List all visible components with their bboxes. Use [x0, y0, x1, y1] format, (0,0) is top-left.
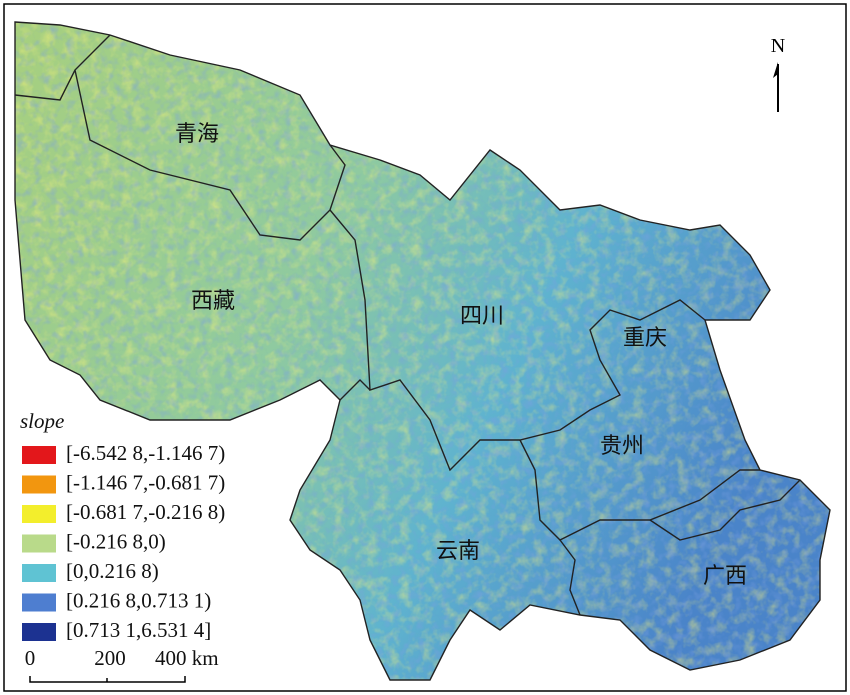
legend-label: [-0.216 8,0) [66, 529, 166, 553]
province-boundaries [14, 34, 801, 616]
region-label: 青海 [175, 121, 219, 146]
legend-swatch [22, 446, 56, 464]
legend-swatch [22, 475, 56, 494]
legend-swatch [22, 623, 56, 641]
legend-label: [-0.681 7,-0.216 8) [66, 500, 225, 524]
legend-label: [0.216 8,0.713 1) [66, 588, 211, 612]
region-label: 贵州 [600, 433, 644, 458]
legend-swatch [22, 564, 56, 582]
legend-swatch [22, 505, 56, 523]
legend-title: slope [20, 409, 64, 433]
legend-label: [0.713 1,6.531 4] [66, 618, 211, 642]
scale-label: 0 [25, 646, 36, 670]
legend-swatch [22, 534, 56, 553]
north-arrow: N [771, 35, 785, 112]
region-label: 重庆 [623, 325, 667, 350]
legend-label: [-1.146 7,-0.681 7) [66, 470, 225, 494]
north-label: N [771, 35, 785, 57]
legend: [-6.542 8,-1.146 7) [-1.146 7,-0.681 7) [-… [22, 441, 225, 642]
region-label: 广西 [703, 563, 747, 588]
legend-swatch [22, 593, 56, 612]
region-label: 云南 [436, 538, 480, 563]
region-label: 四川 [460, 303, 504, 328]
scale-bar: 0 200 400 km [25, 646, 219, 683]
outer-boundary [14, 21, 831, 681]
legend-label: [0,0.216 8) [66, 559, 159, 583]
scale-label: 400 km [155, 646, 219, 670]
legend-label: [-6.542 8,-1.146 7) [66, 441, 225, 465]
region-label: 西藏 [191, 288, 235, 313]
scale-label: 200 [94, 646, 126, 670]
